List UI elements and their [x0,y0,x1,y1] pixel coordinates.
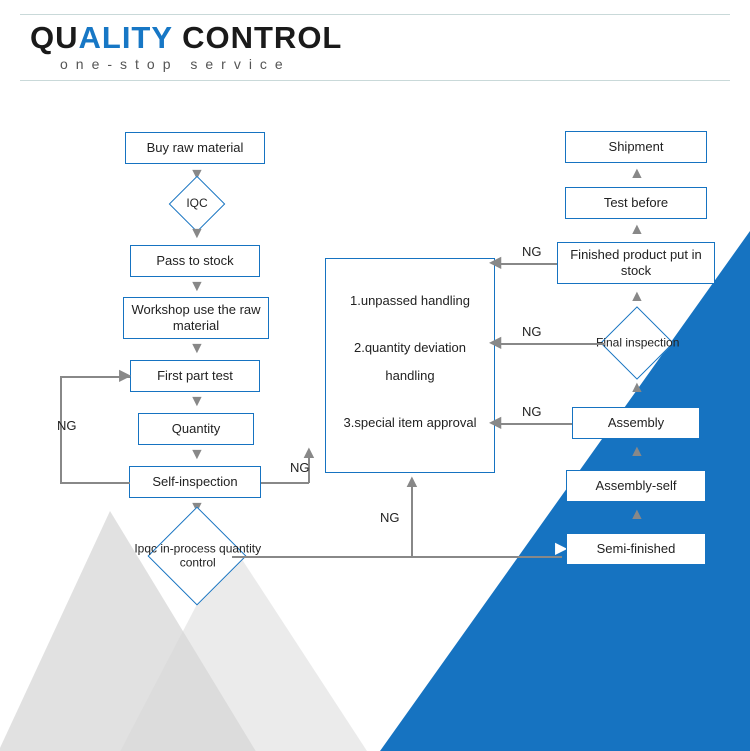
edge [232,556,562,558]
edge [60,482,130,484]
arrow-down-icon: ▼ [189,447,205,463]
node-self-insp: Self-inspection [129,466,261,498]
node-assembly-self: Assembly-self [566,470,706,502]
arrow-up-icon: ▲ [629,166,645,182]
arrow-down-icon: ▼ [189,394,205,410]
ng-label: NG [290,460,310,475]
node-test-before: Test before [565,187,707,219]
arrow-up-icon: ▲ [300,443,318,461]
arrow-up-icon: ▲ [629,507,645,523]
node-first-part: First part test [130,360,260,392]
edge [261,482,309,484]
ng-label: NG [522,404,542,419]
ng-label: NG [57,418,77,433]
header-rule-top [20,14,730,15]
edge [495,343,605,345]
arrow-down-icon: ▼ [189,341,205,357]
node-pass-stock: Pass to stock [130,245,260,277]
node-finished: Finished product put in stock [557,242,715,284]
title-pre: QU [30,20,79,55]
arrow-left-icon: ◀ [489,255,501,271]
node-iqc: IQC [169,176,226,233]
node-iqc-label: IQC [178,185,216,223]
arrow-up-icon: ▲ [403,472,421,490]
node-buy-raw: Buy raw material [125,132,265,164]
center-item-1: 1.unpassed handling [342,287,478,316]
page-subtitle: one-stop service [60,56,291,72]
title-accent: ALITY [79,20,173,55]
node-assembly: Assembly [572,407,700,439]
arrow-up-icon: ▲ [629,444,645,460]
node-semi: Semi-finished [566,533,706,565]
arrow-up-icon: ▲ [629,380,645,396]
edge [495,423,572,425]
arrow-left-icon: ◀ [489,335,501,351]
arrow-up-icon: ▲ [629,289,645,305]
node-workshop: Workshop use the raw material [123,297,269,339]
arrow-left-icon: ◀ [489,415,501,431]
ng-label: NG [380,510,400,525]
center-item-3: 3.special item approval [342,409,478,438]
node-center: 1.unpassed handling 2.quantity deviation… [325,258,495,473]
ng-label: NG [522,324,542,339]
edge [411,480,413,556]
ng-label: NG [522,244,542,259]
node-shipment: Shipment [565,131,707,163]
header-rule-bottom [20,80,730,81]
edge [495,263,557,265]
page-title: QUALITY CONTROL [30,20,342,56]
node-quantity: Quantity [138,413,254,445]
arrow-down-icon: ▼ [189,226,205,242]
arrow-up-icon: ▲ [629,222,645,238]
center-item-2: 2.quantity deviation handling [342,334,478,391]
title-post: CONTROL [173,20,343,55]
arrow-down-icon: ▼ [189,279,205,295]
arrow-right-icon: ▶ [119,368,131,384]
